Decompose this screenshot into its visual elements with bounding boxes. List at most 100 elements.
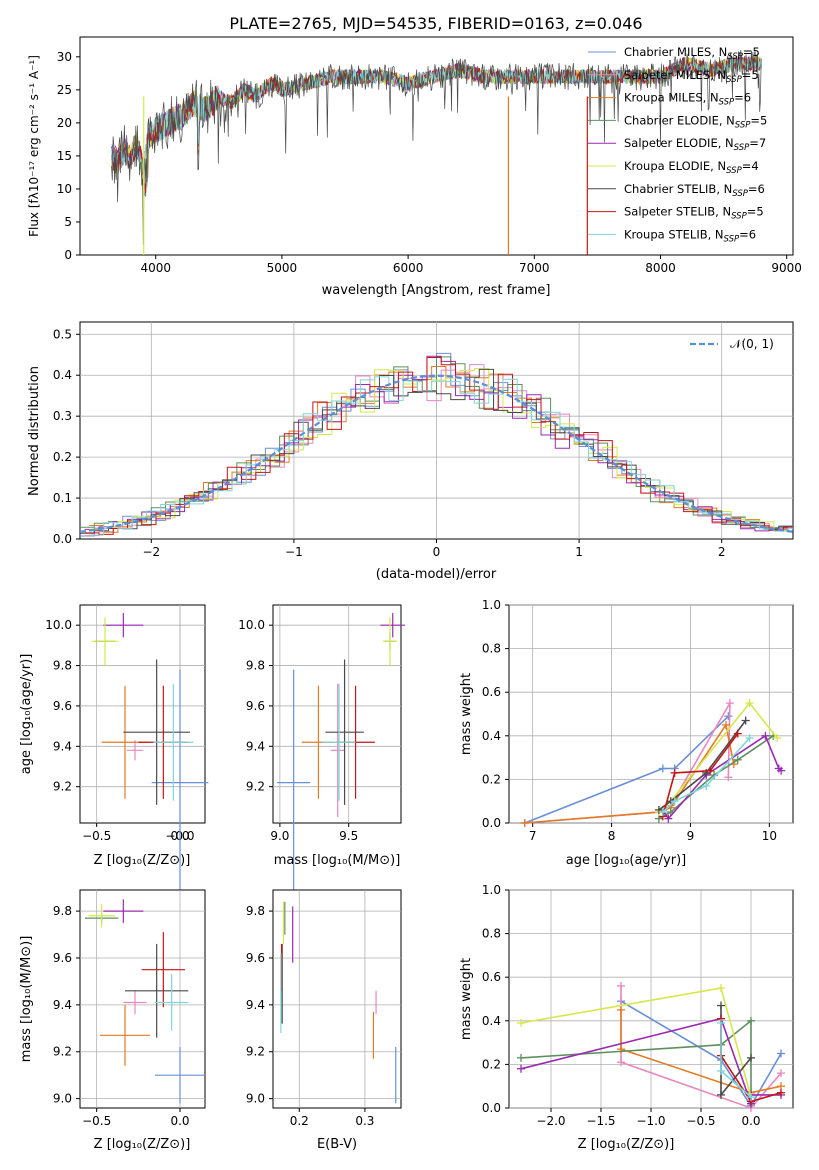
spectrum-line-6 <box>111 49 762 245</box>
y-tick-label: 9.0 <box>53 1092 72 1106</box>
y-tick-label: 10.0 <box>45 618 72 632</box>
spectrum-xlabel: wavelength [Angstrom, rest frame] <box>322 283 551 298</box>
x-tick-label: 0.0 <box>741 1114 760 1128</box>
y-tick-label: 9.8 <box>246 904 265 918</box>
y-tick-label: 0.2 <box>482 772 501 786</box>
x-tick-label: −0.5 <box>82 1114 111 1128</box>
mass-vs-ebv-xlabel: E(B-V) <box>317 1137 357 1152</box>
y-tick-label: 9.2 <box>246 1045 265 1059</box>
legend-label-rest: =5 <box>743 45 760 59</box>
y-tick-label: 0.4 <box>482 1014 501 1028</box>
y-tick-label: 0.4 <box>482 729 501 743</box>
y-tick-label: 9.6 <box>53 951 72 965</box>
legend-label: Chabrier STELIB, NSSP=6 <box>624 182 765 199</box>
y-tick-label: 10 <box>57 182 72 196</box>
x-tick-label: 8 <box>608 829 616 843</box>
panel-frame <box>508 604 794 824</box>
massweight-line-2 <box>620 1009 782 1094</box>
y-tick-label: 9.4 <box>246 998 265 1012</box>
x-tick-label: 0.0 <box>170 1114 189 1128</box>
mass-vs-ebv-panel: 0.2 0.3 9.0 9.2 9.4 9.6 9.8 <box>246 889 402 1128</box>
x-tick-label: 10 <box>762 829 777 843</box>
legend-subscript: SSP <box>726 166 742 176</box>
legend-label: Kroupa ELODIE, NSSP=4 <box>624 159 759 176</box>
legend-label: Kroupa STELIB, NSSP=6 <box>624 227 756 244</box>
y-tick-label: 0.6 <box>482 970 501 984</box>
panel-frame <box>272 889 402 1109</box>
y-tick-label: 9.6 <box>53 699 72 713</box>
y-tick-label: 9.4 <box>246 739 265 753</box>
mass-vs-z-xlabel: Z [log₁₀(Z/Z⊙)] <box>94 1137 191 1152</box>
massweight-line-6 <box>658 720 747 811</box>
legend-subscript: SSP <box>727 52 743 62</box>
massweight-vs-age-panel: 7 8 9 10 0.0 0.2 0.4 0.6 0.8 1.0 <box>482 598 794 843</box>
age-vs-z-panel: −0.5 −0.00.09.29.49.69.810.0 <box>45 604 209 896</box>
y-tick-label: 0.0 <box>482 1101 501 1115</box>
x-tick-label: 7 <box>529 829 537 843</box>
x-tick-label: 0 <box>433 545 441 559</box>
y-tick-label: 9.8 <box>246 659 265 673</box>
legend-label: Salpeter STELIB, NSSP=5 <box>624 205 764 222</box>
y-tick-label: 1.0 <box>482 598 501 612</box>
x-tick-label: 2 <box>718 545 726 559</box>
legend-subscript: SSP <box>719 98 735 108</box>
x-tick-label: 5000 <box>267 261 298 275</box>
histogram-step-7 <box>84 356 793 535</box>
age-vs-mass-panel: 9.0 9.5 9.2 9.4 9.6 9.8 10.0 <box>238 604 406 896</box>
mw-vs-age-ylabel: mass weight <box>459 673 474 755</box>
y-tick-label: 10.0 <box>238 618 265 632</box>
legend-label-rest: =6 <box>734 91 751 105</box>
spectrum-ylabel: Flux [fλ10⁻¹⁷ erg cm⁻² s⁻¹ A⁻¹] <box>27 55 41 237</box>
legend-label-rest: =5 <box>747 205 764 219</box>
y-tick-label: 0.2 <box>482 1057 501 1071</box>
legend-label: Salpeter MILES, NSSP=5 <box>624 68 759 85</box>
histogram-step-5 <box>89 368 793 531</box>
x-tick-label: 1 <box>575 545 583 559</box>
y-tick-label: 0.8 <box>482 642 501 656</box>
legend-label: Chabrier MILES, NSSP=5 <box>624 45 760 62</box>
legend-subscript: SSP <box>732 189 748 199</box>
legend-subscript: SSP <box>735 120 751 130</box>
x-tick-label: −2.0 <box>536 1114 565 1128</box>
x-tick-label: 9000 <box>771 261 802 275</box>
legend-label-rest: =7 <box>749 136 766 150</box>
y-tick-label: 0.2 <box>53 450 72 464</box>
spectrum-panel: 4000 5000 6000 7000 8000 9000 0 5 10 15 20 25 30 Cha… <box>27 36 802 298</box>
y-tick-label: 9.8 <box>53 904 72 918</box>
histogram-step-8 <box>89 376 793 536</box>
legend-label-rest: =5 <box>750 113 767 127</box>
x-tick-label: −2 <box>142 545 160 559</box>
panel-frame <box>272 604 402 824</box>
residual-xlabel: (data-model)/error <box>376 567 497 582</box>
gaussian-legend-label: 𝒩(0, 1) <box>730 337 774 351</box>
age-vs-mass-xlabel: mass [log₁₀(M/M⊙)] <box>274 853 401 868</box>
x-tick-label: 0.2 <box>290 1114 309 1128</box>
y-tick-label: 25 <box>57 83 72 97</box>
age-vs-z-xlabel: Z [log₁₀(Z/Z⊙)] <box>94 853 191 868</box>
age-vs-z-ylabel: age [log₁₀(age/yr)] <box>19 654 34 775</box>
legend-subscript: SSP <box>726 75 742 85</box>
y-tick-label: 9.0 <box>246 1092 265 1106</box>
y-tick-label: 0.0 <box>53 532 72 546</box>
y-tick-label: 9.4 <box>53 739 72 753</box>
mw-vs-age-xlabel: age [log₁₀(age/yr)] <box>566 853 687 868</box>
y-tick-label: 9.2 <box>53 780 72 794</box>
massweight-line-3 <box>520 1019 752 1104</box>
y-tick-label: 0.1 <box>53 491 72 505</box>
mw-vs-z-xlabel: Z [log₁₀(Z/Z⊙)] <box>578 1137 675 1152</box>
y-tick-label: 9.8 <box>53 659 72 673</box>
x-tick-label: 9.0 <box>270 829 289 843</box>
massweight-line-8 <box>662 737 751 813</box>
mass-vs-z-panel: −0.5 0.0 9.0 9.2 9.4 9.6 9.8 <box>53 889 206 1128</box>
x-tick-label: 9.5 <box>339 829 358 843</box>
y-tick-label: 0.4 <box>53 368 72 382</box>
massweight-line-7 <box>662 733 739 817</box>
y-tick-label: 20 <box>57 116 72 130</box>
legend-subscript: SSP <box>724 234 740 244</box>
y-tick-label: 0.5 <box>53 327 72 341</box>
y-tick-label: 15 <box>57 149 72 163</box>
legend-label: Chabrier ELODIE, NSSP=5 <box>624 113 767 130</box>
y-tick-label: 1.0 <box>482 883 501 897</box>
x-tick-label: 9 <box>687 829 695 843</box>
